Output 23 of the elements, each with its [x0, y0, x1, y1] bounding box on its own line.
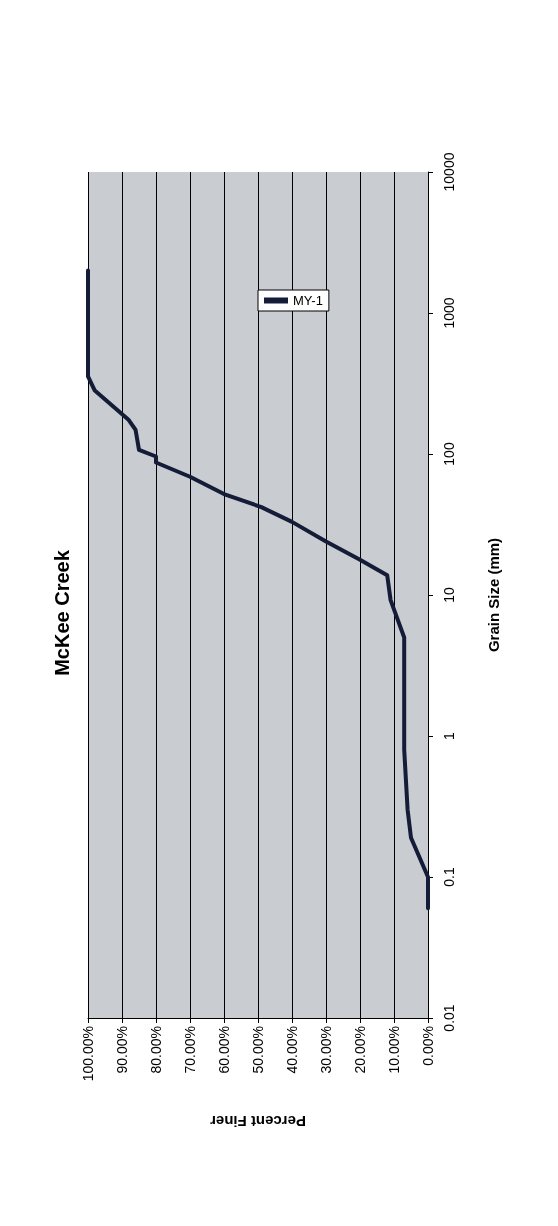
y-tick-label: 1 — [441, 731, 457, 740]
y-axis-title: Grain Size (mm) — [485, 537, 502, 653]
x-tick-label: 80.00% — [148, 1026, 164, 1074]
legend-label: MY-1 — [293, 293, 323, 308]
y-tick-label: 0.1 — [441, 867, 457, 887]
y-tick-label: 10000 — [441, 152, 457, 192]
text: McKee Creek — [51, 549, 73, 676]
y-tick-label: 100 — [441, 442, 457, 466]
x-tick-label: 30.00% — [318, 1026, 334, 1074]
x-tick-label: 10.00% — [386, 1026, 402, 1074]
x-tick-label: 40.00% — [284, 1026, 300, 1074]
x-tick-label: 70.00% — [182, 1026, 198, 1074]
y-tick-label: 0.01 — [441, 1004, 457, 1032]
x-tick-label: 60.00% — [216, 1026, 232, 1074]
x-axis-title: Percent Finer — [209, 1113, 306, 1130]
y-tick-label: 1000 — [441, 297, 457, 329]
y-tick-label: 10 — [441, 587, 457, 603]
x-tick-label: 20.00% — [352, 1026, 368, 1074]
x-tick-label: 0.00% — [420, 1026, 436, 1066]
line-series — [86, 268, 430, 911]
x-tick-label: 100.00% — [80, 1026, 96, 1082]
x-tick-label: 90.00% — [114, 1026, 130, 1074]
x-tick-label: 50.00% — [250, 1026, 266, 1074]
